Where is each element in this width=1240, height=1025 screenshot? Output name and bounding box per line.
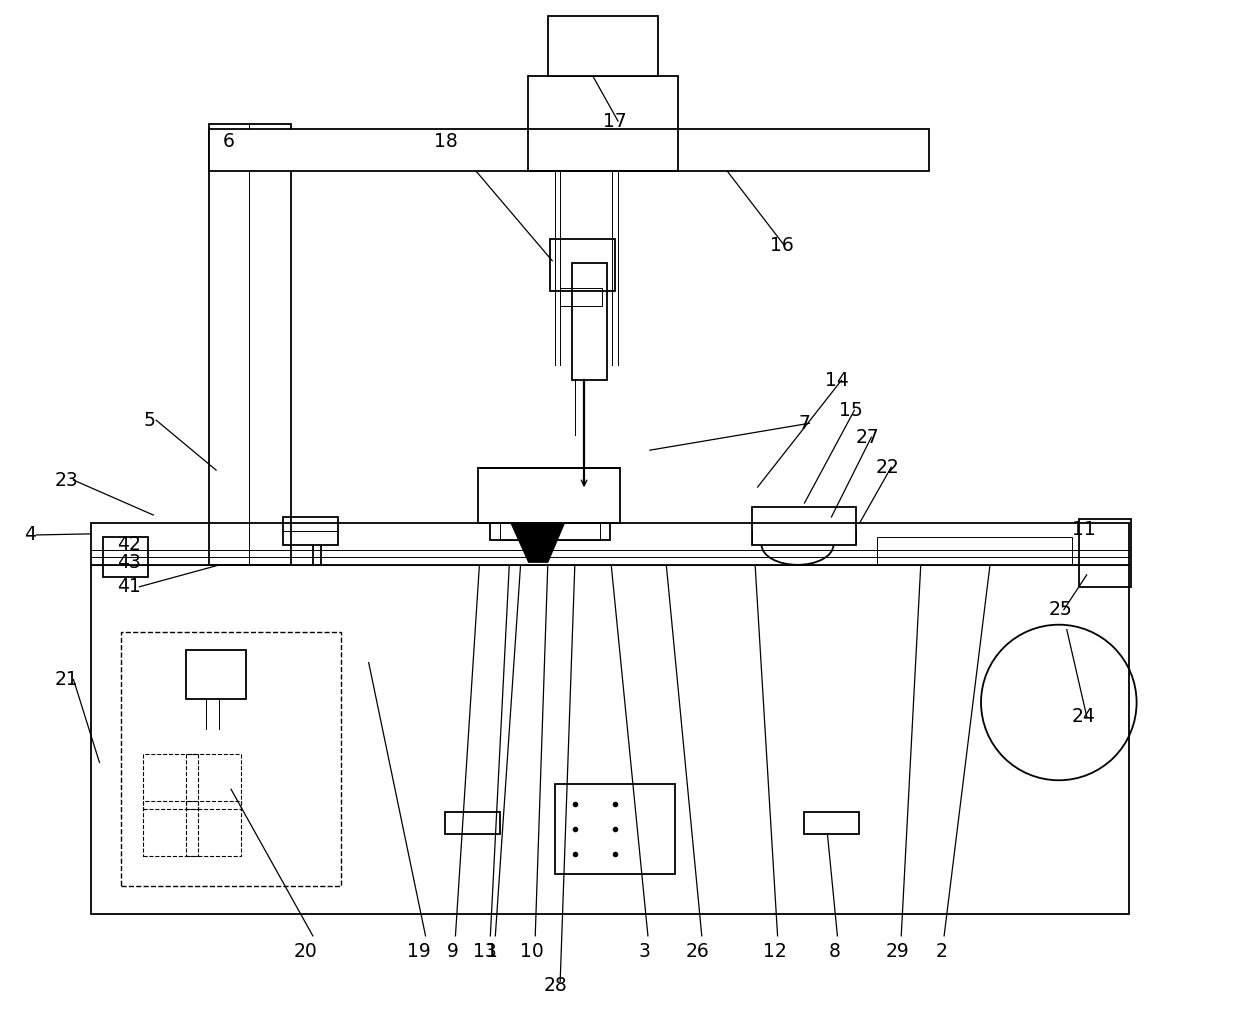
Text: 16: 16 [770, 236, 794, 255]
Bar [805, 812, 859, 834]
Text: 7: 7 [799, 414, 811, 433]
Text: 2: 2 [935, 942, 947, 961]
Bar [122, 631, 341, 886]
Text: 28: 28 [543, 976, 567, 995]
Bar [560, 288, 603, 305]
Bar [103, 537, 149, 577]
Text: 5: 5 [144, 411, 155, 429]
Text: 19: 19 [407, 942, 430, 961]
Text: 14: 14 [826, 371, 849, 390]
Bar [210, 124, 291, 565]
Text: 8: 8 [828, 942, 841, 961]
Bar [556, 784, 675, 874]
Text: 17: 17 [603, 112, 627, 130]
Text: 11: 11 [1071, 521, 1096, 539]
Text: 41: 41 [118, 577, 141, 597]
Bar [551, 239, 615, 291]
Bar [144, 802, 198, 856]
Bar [751, 507, 857, 545]
Text: 24: 24 [1071, 707, 1096, 726]
Bar [144, 754, 198, 809]
Text: 3: 3 [639, 942, 651, 961]
Text: 20: 20 [294, 942, 317, 961]
Text: 22: 22 [875, 457, 899, 477]
Bar [490, 490, 610, 540]
Polygon shape [511, 523, 565, 563]
Text: 27: 27 [856, 427, 879, 447]
Bar [210, 129, 929, 171]
Text: 9: 9 [446, 942, 459, 961]
Bar [445, 812, 500, 834]
Bar [186, 802, 241, 856]
Text: 13: 13 [474, 942, 497, 961]
Text: 43: 43 [118, 554, 141, 572]
Text: 10: 10 [521, 942, 544, 961]
Text: 26: 26 [686, 942, 709, 961]
Text: 29: 29 [885, 942, 909, 961]
Bar [479, 468, 620, 523]
Text: 21: 21 [55, 670, 78, 689]
Bar [283, 517, 337, 545]
Bar [92, 523, 1128, 565]
Text: 18: 18 [434, 131, 458, 151]
Text: 15: 15 [839, 401, 863, 420]
Text: 25: 25 [1049, 601, 1073, 619]
Bar [878, 537, 1071, 565]
Bar [186, 650, 246, 699]
Bar [186, 754, 241, 809]
Bar [548, 16, 658, 76]
Bar [1079, 519, 1131, 586]
Bar [92, 565, 1128, 914]
Text: 4: 4 [24, 526, 36, 544]
Bar [528, 76, 678, 171]
Bar [572, 262, 608, 380]
Text: 1: 1 [486, 942, 498, 961]
Bar [500, 510, 600, 540]
Text: 42: 42 [118, 535, 141, 555]
Text: 23: 23 [55, 470, 78, 490]
Text: 12: 12 [763, 942, 786, 961]
Text: 6: 6 [223, 131, 236, 151]
